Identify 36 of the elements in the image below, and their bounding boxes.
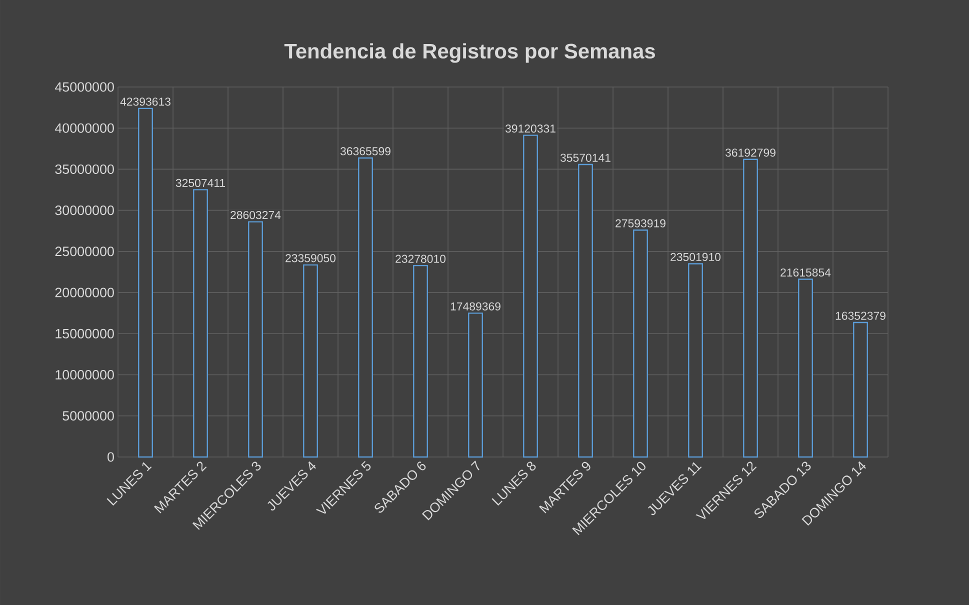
y-tick-label: 10000000 <box>56 370 114 380</box>
data-label: 16352379 <box>836 312 886 320</box>
bar <box>358 157 373 458</box>
y-tick-label: 40000000 <box>54 123 114 133</box>
bar <box>138 108 153 458</box>
bar <box>468 312 483 458</box>
y-tick-label: 5000000 <box>62 411 114 421</box>
data-label: 23501910 <box>670 252 721 262</box>
bar <box>633 230 648 458</box>
data-label: 23278010 <box>396 254 446 263</box>
data-label: 42393613 <box>120 98 170 106</box>
y-tick-label: 30000000 <box>55 206 114 216</box>
data-label: 21615854 <box>780 268 831 277</box>
data-label: 17489369 <box>450 302 500 310</box>
data-label: 23359050 <box>286 254 336 262</box>
data-label: 32507411 <box>176 178 225 187</box>
data-label: 28603274 <box>230 210 281 220</box>
bar <box>193 189 208 458</box>
bar <box>853 322 868 458</box>
data-label: 27593919 <box>616 219 666 228</box>
bar <box>303 264 318 458</box>
y-tick-label: 25000000 <box>55 246 114 256</box>
data-label: 36365599 <box>340 147 390 156</box>
y-tick-label: 0 <box>108 452 114 462</box>
bar <box>578 164 593 458</box>
bar <box>743 158 758 458</box>
data-label: 39120331 <box>505 124 556 133</box>
data-label: 35570141 <box>560 154 610 162</box>
y-tick-label: 45000000 <box>54 82 114 92</box>
y-tick-label: 15000000 <box>56 328 114 338</box>
chart-title: Tendencia de Registros por Semanas <box>284 43 655 63</box>
y-tick-label: 20000000 <box>55 288 114 298</box>
bar <box>798 278 813 458</box>
data-label: 36192799 <box>725 148 776 157</box>
bar <box>413 264 428 458</box>
y-tick-label: 35000000 <box>55 164 114 174</box>
